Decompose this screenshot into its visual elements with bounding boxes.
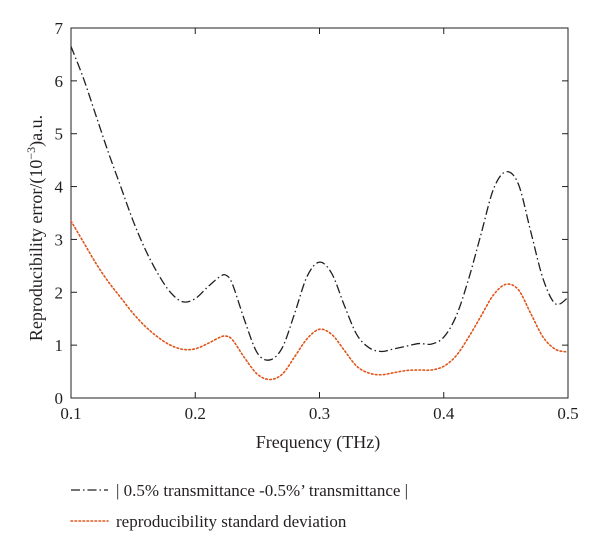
axis-labels: Frequency (THz) Reproducibility error/(1… (24, 115, 380, 453)
y-tick-label: 1 (55, 336, 64, 355)
y-tick-label: 5 (55, 125, 64, 144)
x-tick-label: 0.2 (185, 404, 206, 423)
y-axis-label: Reproducibility error/(10−3)a.u. (24, 115, 47, 341)
x-tick-label: 0.1 (60, 404, 81, 423)
series-line-1 (70, 220, 569, 381)
plot-frame (70, 27, 569, 399)
x-tick-label: 0.3 (309, 404, 330, 423)
y-tick-label: 0 (55, 389, 64, 408)
y-axis-label-exponent: −3 (24, 147, 38, 160)
series-line-0 (70, 46, 569, 361)
x-axis-label: Frequency (THz) (256, 432, 380, 453)
plot-area-border (70, 27, 569, 399)
y-tick-label: 3 (55, 230, 64, 249)
x-tick-label: 0.5 (557, 404, 578, 423)
axis-ticks: 0.1 0.2 0.3 0.4 0.5 0 1 2 3 4 5 6 7 (55, 19, 579, 423)
y-tick-label: 4 (55, 178, 64, 197)
x-tick-label: 0.4 (433, 404, 455, 423)
y-tick-label: 6 (55, 72, 64, 91)
legend-label-series-1: reproducibility standard deviation (116, 512, 347, 531)
y-axis-label-suffix: )a.u. (26, 115, 47, 147)
y-axis-label-main: Reproducibility error/(10 (26, 160, 47, 341)
legend-label-series-0: | 0.5% transmittance -0.5%’ transmittanc… (116, 481, 408, 500)
y-tick-label: 7 (55, 19, 64, 38)
series-layer (70, 46, 569, 381)
legend: | 0.5% transmittance -0.5%’ transmittanc… (70, 481, 408, 531)
y-tick-label: 2 (55, 283, 64, 302)
